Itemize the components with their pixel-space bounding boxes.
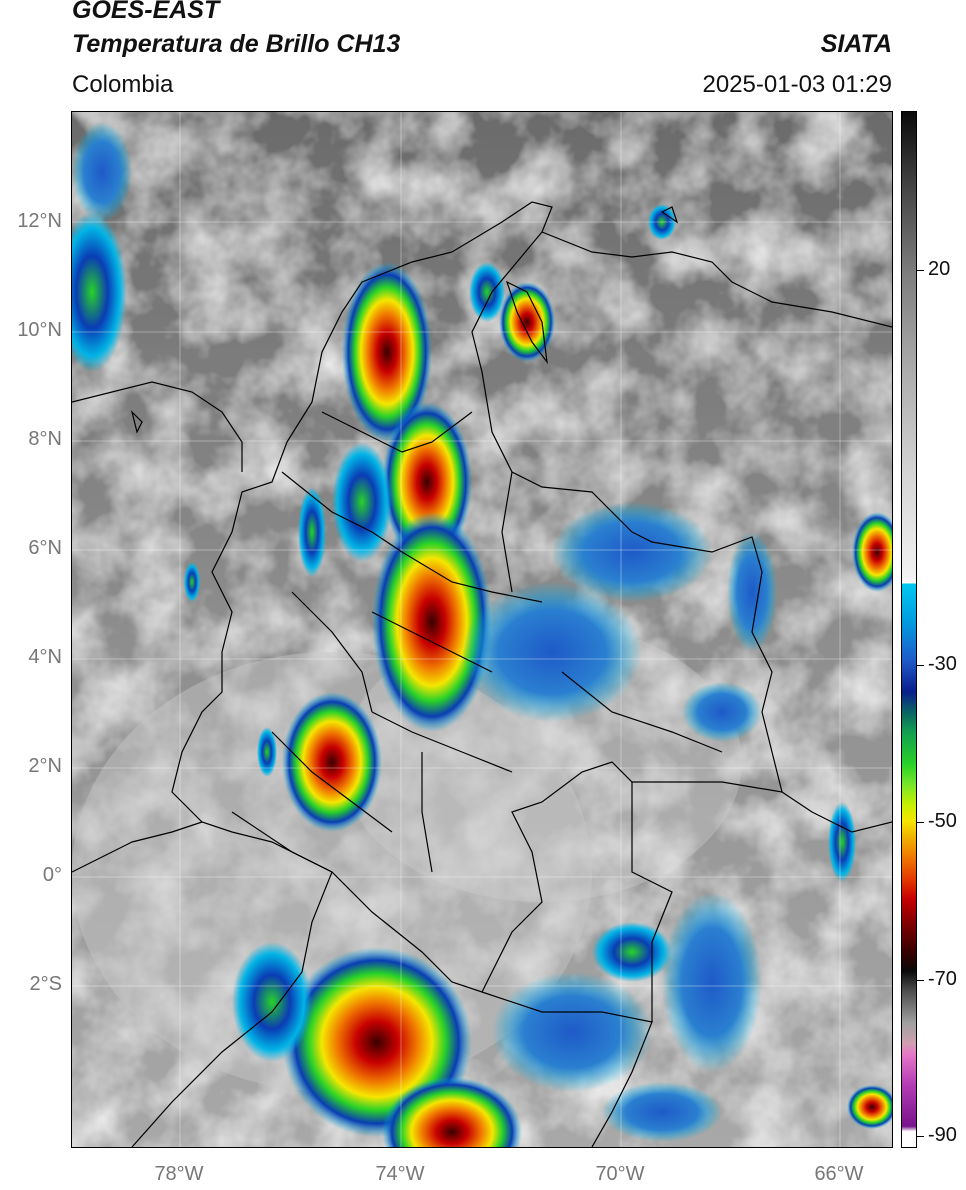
colorbar-tick (917, 270, 924, 271)
colorbar-label: -50 (928, 810, 957, 832)
lat-label: 2°N (28, 755, 62, 777)
colorbar-tick (917, 980, 924, 981)
organization-label: SIATA (820, 30, 892, 58)
lon-label: 70°W (595, 1163, 645, 1185)
lat-label: 0° (42, 864, 62, 886)
colorbar-tick (917, 822, 924, 823)
lat-label: 2°S (29, 973, 62, 995)
graticule (72, 112, 892, 1147)
political-borders (72, 201, 892, 1147)
satellite-title: GOES-EAST (72, 0, 220, 24)
region-label: Colombia (72, 71, 174, 98)
lat-label: 12°N (17, 210, 62, 232)
convective-clouds (72, 122, 892, 1147)
lon-label: 74°W (375, 1163, 425, 1185)
lat-label: 10°N (17, 319, 62, 341)
lon-label: 66°W (814, 1163, 864, 1185)
lat-label: 8°N (28, 428, 62, 450)
colorbar-label: -90 (928, 1124, 957, 1146)
lon-label: 78°W (154, 1163, 204, 1185)
colorbar-label: -70 (928, 968, 957, 990)
colorbar-tick (917, 1136, 924, 1137)
colorbar-label: -30 (928, 653, 957, 675)
colorbar-label: 20 (928, 258, 951, 280)
colorbar-tick (917, 665, 924, 666)
timestamp-label: 2025-01-03 01:29 (702, 71, 893, 98)
temperature-colorbar (901, 111, 917, 1148)
lat-label: 4°N (28, 646, 62, 668)
lat-label: 6°N (28, 537, 62, 559)
product-title: Temperatura de Brillo CH13 (72, 30, 401, 58)
satellite-map[interactable] (71, 111, 893, 1148)
